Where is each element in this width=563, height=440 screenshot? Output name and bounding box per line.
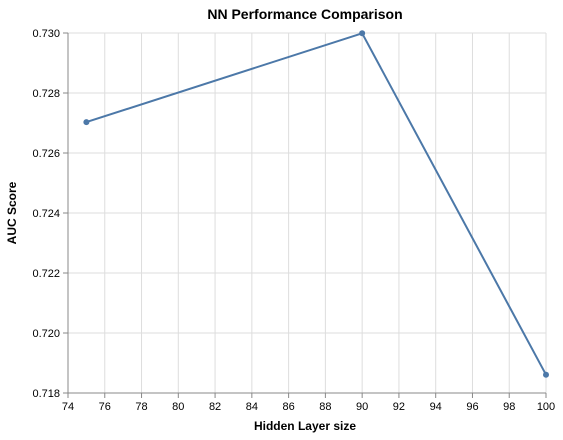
chart-title: NN Performance Comparison xyxy=(207,6,402,22)
x-tick-label: 96 xyxy=(466,401,478,413)
x-axis-title: Hidden Layer size xyxy=(254,419,356,433)
y-tick-label: 0.722 xyxy=(32,268,60,280)
x-tick-label: 76 xyxy=(99,401,111,413)
x-tick-label: 92 xyxy=(393,401,405,413)
series-line xyxy=(86,32,547,376)
x-tick-label: 84 xyxy=(246,401,258,413)
x-tick-label: 74 xyxy=(62,401,74,413)
y-tick-label: 0.724 xyxy=(32,208,60,220)
x-tick-label: 94 xyxy=(430,401,442,413)
data-point xyxy=(543,371,549,378)
x-axis-ticks: 74 76 78 80 82 84 86 88 90 92 94 96 98 100 xyxy=(62,393,555,413)
x-tick-label: 78 xyxy=(135,401,147,413)
x-tick-label: 88 xyxy=(319,401,331,413)
x-tick-label: 98 xyxy=(503,401,515,413)
x-tick-label: 100 xyxy=(537,401,555,413)
x-tick-label: 80 xyxy=(172,401,184,413)
data-point xyxy=(83,119,90,126)
x-tick-label: 82 xyxy=(209,401,221,413)
series xyxy=(83,30,549,378)
y-tick-label: 0.728 xyxy=(32,88,60,100)
grid xyxy=(67,32,547,394)
y-tick-label: 0.718 xyxy=(32,388,60,400)
y-axis-ticks: 0.718 0.720 0.722 0.724 0.726 0.728 0.730 xyxy=(32,28,68,400)
x-tick-label: 90 xyxy=(356,401,368,413)
x-tick-label: 86 xyxy=(282,401,294,413)
y-tick-label: 0.726 xyxy=(32,148,60,160)
data-point xyxy=(359,30,366,37)
y-tick-label: 0.730 xyxy=(32,28,60,40)
y-tick-label: 0.720 xyxy=(32,328,60,340)
y-axis-title: AUC Score xyxy=(5,181,19,244)
